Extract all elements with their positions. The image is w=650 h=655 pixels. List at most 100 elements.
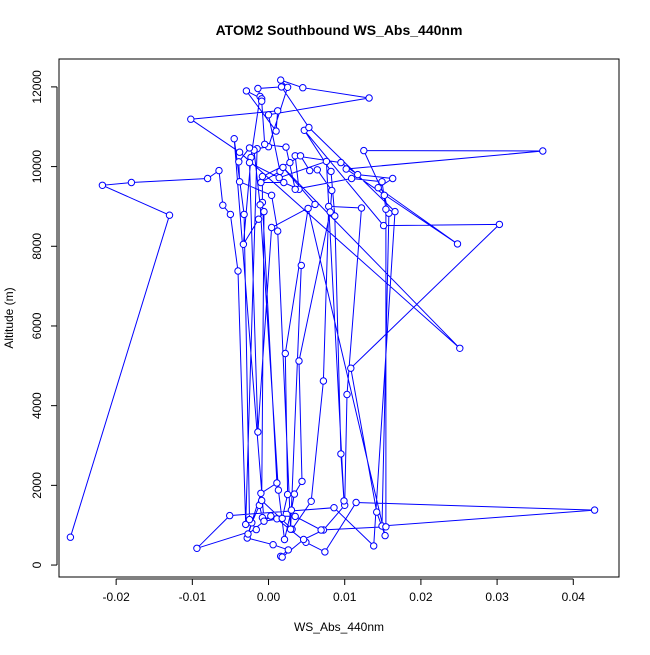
data-point xyxy=(252,525,260,534)
data-point xyxy=(590,506,599,514)
data-point xyxy=(378,178,386,186)
data-point xyxy=(284,546,292,554)
data-point xyxy=(381,531,389,540)
data-point xyxy=(298,477,306,486)
data-point xyxy=(244,530,252,538)
y-axis-label: Altitude (m) xyxy=(2,287,16,348)
data-point xyxy=(286,158,294,167)
data-point xyxy=(291,512,299,521)
data-point xyxy=(226,210,235,219)
data-point xyxy=(373,508,381,516)
y-axis: 0 2000 4000 6000 8000 10000 12000 xyxy=(30,70,58,568)
data-point xyxy=(379,221,388,230)
data-point xyxy=(274,227,282,235)
data-point xyxy=(280,535,289,544)
data-point xyxy=(274,107,282,115)
y-tick-label: 8000 xyxy=(30,233,44,260)
data-point xyxy=(328,186,336,195)
y-tick-label: 0 xyxy=(30,561,44,568)
data-point xyxy=(347,364,355,372)
data-point xyxy=(267,191,276,200)
data-point xyxy=(307,497,315,505)
data-point xyxy=(230,135,238,143)
x-tick-label: 0.00 xyxy=(257,590,281,604)
chart-title: ATOM2 Southbound WS_Abs_440nm xyxy=(216,22,463,38)
data-point xyxy=(322,157,331,166)
data-point xyxy=(342,165,350,173)
data-point xyxy=(267,512,275,520)
data-point xyxy=(261,140,269,149)
data-point xyxy=(282,143,290,151)
data-point xyxy=(258,172,267,181)
y-tick-label: 4000 xyxy=(30,392,44,419)
x-tick-label: 0.04 xyxy=(562,590,586,604)
data-point xyxy=(337,450,345,458)
data-point xyxy=(456,344,464,352)
data-point xyxy=(235,148,244,156)
data-point xyxy=(269,541,277,549)
data-point xyxy=(275,174,283,182)
data-point xyxy=(267,223,276,232)
data-point xyxy=(254,84,262,93)
data-point xyxy=(330,504,338,512)
data-point xyxy=(98,181,107,190)
data-point xyxy=(283,83,292,92)
data-point xyxy=(374,184,382,192)
x-tick-label: 0.03 xyxy=(485,590,509,604)
data-point xyxy=(299,84,307,92)
data-point xyxy=(277,83,286,91)
data-point xyxy=(311,200,319,209)
data-point xyxy=(245,515,254,524)
data-point xyxy=(321,548,329,556)
data-point xyxy=(354,170,362,179)
data-point xyxy=(347,174,356,183)
y-tick-label: 12000 xyxy=(30,70,44,104)
data-point xyxy=(257,178,265,187)
x-tick-label: 0.02 xyxy=(409,590,433,604)
data-point xyxy=(495,220,504,229)
data-point xyxy=(453,240,462,248)
x-axis: -0.02 -0.01 0.00 0.01 0.02 0.03 0.04 xyxy=(102,578,586,604)
series-points xyxy=(66,76,599,561)
data-point xyxy=(279,163,287,172)
data-point xyxy=(264,111,273,119)
data-point xyxy=(343,390,351,399)
plot-frame xyxy=(58,58,620,578)
data-point xyxy=(287,506,296,514)
data-point xyxy=(382,205,390,213)
data-point xyxy=(278,514,286,523)
x-tick-label: -0.02 xyxy=(102,590,130,604)
data-point xyxy=(327,167,335,176)
data-point xyxy=(319,377,328,385)
data-point xyxy=(258,97,266,105)
data-point xyxy=(278,553,286,561)
data-point xyxy=(283,490,292,499)
data-point xyxy=(274,486,283,494)
data-point xyxy=(391,207,399,216)
data-point xyxy=(365,94,373,102)
data-point xyxy=(313,166,321,174)
data-point xyxy=(127,178,136,187)
data-point xyxy=(272,127,280,135)
data-point xyxy=(297,261,305,270)
data-point xyxy=(257,489,265,497)
y-tick-label: 10000 xyxy=(30,150,44,184)
data-point xyxy=(277,76,285,84)
data-point xyxy=(539,147,547,155)
data-point xyxy=(370,542,378,550)
data-point xyxy=(326,208,334,216)
x-tick-label: -0.01 xyxy=(179,590,207,604)
series-path xyxy=(69,79,595,558)
data-point xyxy=(239,240,248,249)
data-point xyxy=(260,207,268,216)
data-point xyxy=(193,544,201,552)
data-point xyxy=(317,526,325,534)
data-point xyxy=(389,174,397,183)
data-point xyxy=(187,115,195,123)
data-point xyxy=(234,267,242,275)
data-point xyxy=(258,496,266,505)
data-point xyxy=(219,201,227,209)
y-tick-label: 2000 xyxy=(30,472,44,499)
data-point xyxy=(331,212,339,220)
